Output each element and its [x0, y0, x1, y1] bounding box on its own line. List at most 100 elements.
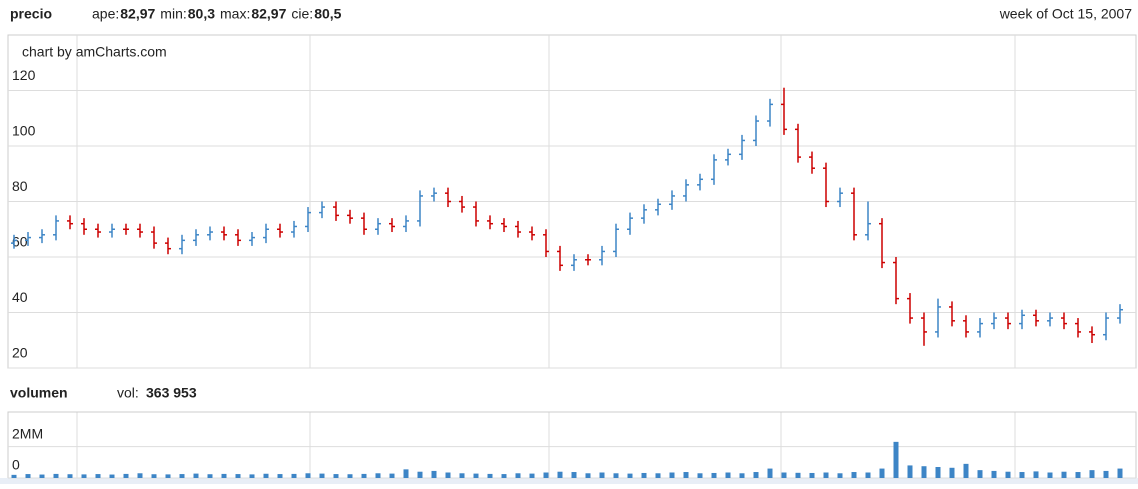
volume-bar: [837, 473, 843, 478]
volume-bar: [109, 474, 115, 478]
volume-bar: [375, 473, 381, 478]
volume-bar: [725, 472, 731, 478]
period: week of Oct 15, 2007: [999, 6, 1133, 22]
volume-bar: [487, 473, 493, 478]
volume-bar: [1047, 472, 1053, 478]
volume-bar: [893, 441, 899, 478]
volume-bar: [991, 470, 997, 478]
volume-bar: [193, 473, 199, 478]
volume-bar: [795, 472, 801, 478]
volume-bar: [207, 474, 213, 478]
y-tick-label: 20: [12, 345, 28, 361]
volume-bar: [291, 473, 297, 478]
stat-value: 80,3: [188, 6, 215, 22]
volume-bar: [879, 468, 885, 478]
volume-bar: [767, 468, 773, 478]
volume-bar: [641, 472, 647, 478]
volume-bar: [67, 474, 73, 478]
volume-title: volumen: [10, 385, 68, 401]
y-tick-label: 40: [12, 289, 28, 305]
volume-bar: [599, 472, 605, 478]
volume-bar: [711, 472, 717, 478]
volume-bar: [1061, 471, 1067, 478]
volume-label: vol:: [117, 385, 139, 401]
credit: chart by amCharts.com: [22, 44, 167, 60]
volume-bar: [963, 463, 969, 478]
stat-label: cie:: [291, 6, 313, 22]
volume-bar: [361, 473, 367, 478]
volume-bar: [137, 473, 143, 478]
volume-bar: [683, 472, 689, 478]
stat-value: 80,5: [314, 6, 341, 22]
volume-bar: [613, 473, 619, 478]
volume-bar: [823, 472, 829, 478]
volume-bar: [977, 470, 983, 478]
volume-bar: [809, 472, 815, 478]
volume-bar: [151, 474, 157, 478]
volume-bar: [935, 467, 941, 478]
volume-bar: [921, 466, 927, 478]
volume-bar: [1033, 471, 1039, 478]
volume-bar: [249, 474, 255, 478]
volume-bar: [431, 470, 437, 478]
scrollbar: [0, 478, 1138, 484]
volume-bar: [529, 473, 535, 478]
volume-bar: [1019, 472, 1025, 478]
volume-bar: [501, 474, 507, 478]
volume-bar: [95, 474, 101, 478]
volume-bar: [221, 473, 227, 478]
volume-bar: [515, 473, 521, 478]
y-tick-label: 80: [12, 178, 28, 194]
volume-bar: [865, 472, 871, 478]
y-tick-label: 0: [12, 457, 20, 473]
volume-bar: [571, 472, 577, 478]
volume-bar: [235, 474, 241, 478]
volume-bar: [543, 472, 549, 478]
volume-bar: [1089, 470, 1095, 478]
volume-bar: [585, 473, 591, 478]
volume-bar: [53, 473, 59, 478]
volume-bar: [851, 472, 857, 478]
stat-label: ape:: [92, 6, 119, 22]
volume-bar: [459, 473, 465, 478]
volume-bar: [781, 472, 787, 478]
volume-bar: [753, 472, 759, 478]
volume-bar: [319, 473, 325, 478]
volume-value: 363 953: [146, 385, 197, 401]
volume-bar: [39, 474, 45, 478]
y-tick-label: 2MM: [12, 425, 43, 441]
volume-bar: [739, 473, 745, 478]
volume-bar: [627, 473, 633, 478]
volume-bar: [655, 473, 661, 478]
volume-bar: [1005, 471, 1011, 478]
volume-bar: [445, 472, 451, 478]
volume-bar: [403, 469, 409, 478]
volume-bar: [165, 474, 171, 478]
volume-bar: [1103, 470, 1109, 478]
volume-bar: [389, 473, 395, 478]
volume-bar: [473, 473, 479, 478]
stats: ape: 82,97 min: 80,3 max: 82,97 cie: 80,5: [92, 6, 342, 22]
volume-bar: [81, 474, 87, 478]
volume-bar: [123, 473, 129, 478]
stat-value: 82,97: [120, 6, 155, 22]
volume-bar: [1117, 468, 1123, 478]
volume-bar: [669, 472, 675, 478]
volume-bar: [557, 471, 563, 478]
volume-bar: [11, 474, 17, 478]
y-tick-label: 120: [12, 67, 36, 83]
y-tick-label: 100: [12, 123, 36, 139]
volume-bar: [347, 474, 353, 478]
volume-bar: [25, 474, 31, 478]
volume-bar: [949, 467, 955, 478]
stat-value: 82,97: [251, 6, 286, 22]
y-tick-label: 60: [12, 234, 28, 250]
volume-bar: [277, 474, 283, 478]
volume-bar: [333, 474, 339, 478]
volume-bar: [697, 473, 703, 478]
chart-title: precio: [10, 6, 52, 22]
volume-bar: [263, 473, 269, 478]
volume-bar: [1075, 472, 1081, 478]
